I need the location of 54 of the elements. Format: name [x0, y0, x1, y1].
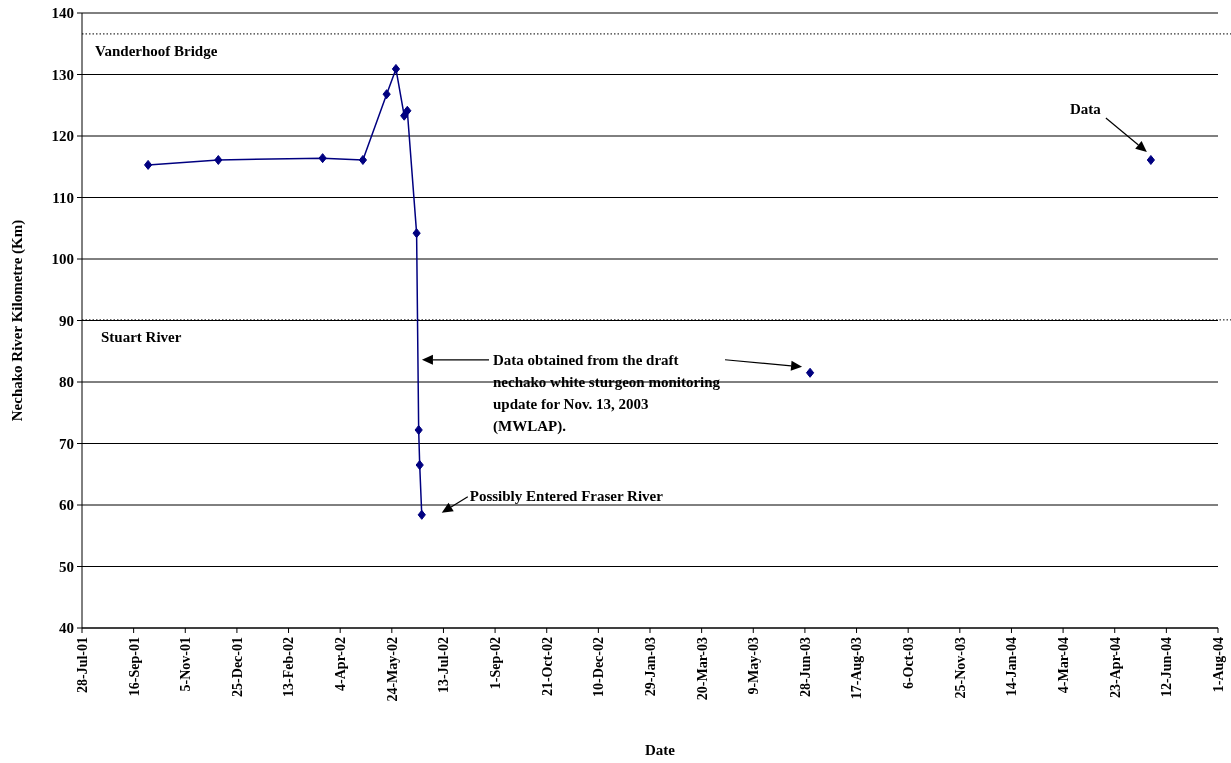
y-tick-label: 50 [59, 558, 74, 575]
x-tick-label: 1-Aug-04 [1210, 637, 1226, 693]
x-tick-label: 25-Dec-01 [229, 637, 245, 697]
y-tick-label: 70 [59, 435, 74, 452]
x-tick-label: 28-Jul-01 [74, 637, 90, 693]
point [382, 89, 391, 100]
x-tick-label: 25-Nov-03 [952, 637, 968, 699]
point [358, 154, 367, 165]
x-tick-label: 9-May-03 [746, 637, 762, 695]
point [391, 63, 401, 74]
annotation: Data obtained from the draft nechako white sturgeon monitoring update for Nov. 13, 2003 (MWLAP). [493, 351, 721, 435]
x-axis-title: Date [645, 742, 676, 758]
x-tick-label: 1-Sep-02 [487, 637, 503, 690]
x-tick-label: 10-Dec-02 [591, 637, 607, 697]
x-tick-label: 5-Nov-01 [178, 637, 194, 692]
annotation: Possibly Entered Fraser River [469, 487, 664, 504]
point [1146, 154, 1155, 165]
x-tick-label: 12-Jun-04 [1159, 637, 1175, 697]
ref-line-label: Stuart River [101, 328, 182, 345]
y-tick-label: 60 [59, 497, 74, 514]
x-tick-label: 14-Jan-04 [1004, 637, 1020, 697]
x-tick-label: 29-Jan-03 [642, 637, 658, 697]
x-tick-label: 20-Mar-03 [694, 637, 710, 701]
x-tick-label: 23-Apr-04 [1107, 637, 1123, 698]
x-tick-label: 4-Apr-02 [333, 637, 349, 691]
x-tick-label: 24-May-02 [384, 637, 400, 702]
point [412, 228, 421, 239]
x-tick-label: 13-Feb-02 [281, 637, 297, 697]
y-axis-title: Nechako River Kilometre (Km) [9, 219, 26, 422]
y-tick-label: 40 [59, 620, 74, 637]
point [414, 424, 423, 435]
y-tick-label: 90 [59, 312, 74, 329]
x-tick-label: 16-Sep-01 [126, 637, 142, 697]
point [415, 460, 424, 471]
point [417, 509, 426, 520]
x-tick-label: 6-Oct-03 [901, 637, 917, 690]
x-tick-label: 21-Oct-02 [539, 637, 555, 697]
y-tick-label: 140 [51, 5, 74, 22]
x-tick-label: 13-Jul-02 [436, 637, 452, 693]
y-tick-label: 110 [52, 189, 74, 206]
y-tick-label: 100 [51, 251, 74, 268]
point [318, 153, 327, 164]
point [403, 105, 412, 116]
point [143, 159, 153, 170]
x-tick-label: 4-Mar-04 [1055, 637, 1071, 694]
point [805, 367, 815, 378]
y-tick-label: 80 [59, 374, 74, 391]
y-tick-label: 130 [51, 66, 74, 83]
annotation: Data [1070, 100, 1102, 117]
y-tick-label: 120 [51, 128, 74, 145]
point [214, 154, 223, 165]
x-tick-label: 28-Jun-03 [797, 637, 813, 697]
ref-line-label: Vanderhoof Bridge [95, 42, 218, 59]
x-tick-label: 17-Aug-03 [849, 637, 865, 700]
